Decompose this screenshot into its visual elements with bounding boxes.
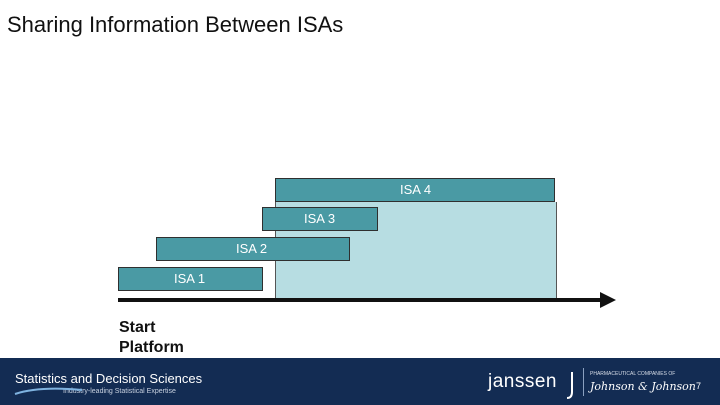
janssen-logo: janssen <box>488 371 557 392</box>
timeline-arrow-line <box>118 298 602 302</box>
isa-4-bar: ISA 4 <box>275 178 555 202</box>
isa-2-label: ISA 2 <box>236 241 268 256</box>
isa-2-bar: ISA 2 <box>156 237 350 261</box>
isa-3-bar: ISA 3 <box>262 207 378 231</box>
start-label-line1: Start <box>119 319 156 336</box>
start-label-line2: Platform <box>119 339 184 356</box>
timeline-arrowhead-icon <box>600 292 616 308</box>
swoosh-icon <box>14 387 83 395</box>
slide-title: Sharing Information Between ISAs <box>7 12 344 37</box>
footer-divider <box>583 368 584 396</box>
start-platform-label: Start Platform <box>119 318 184 358</box>
footer-bar: Statistics and Decision Sciences Industr… <box>0 358 720 405</box>
footer-subtitle: Industry-leading Statistical Expertise <box>63 388 176 395</box>
johnson-johnson-logo: Johnson & Johnson <box>590 380 696 393</box>
isa-4-label: ISA 4 <box>400 182 432 197</box>
parent-company-caption: PHARMACEUTICAL COMPANIES OF <box>590 371 676 377</box>
isa-3-label: ISA 3 <box>304 211 336 226</box>
isa-1-label: ISA 1 <box>174 271 206 286</box>
janssen-mark-icon <box>566 372 573 399</box>
footer-title: Statistics and Decision Sciences <box>15 371 203 386</box>
page-number: 7 <box>696 381 702 391</box>
isa-1-bar: ISA 1 <box>118 267 263 291</box>
